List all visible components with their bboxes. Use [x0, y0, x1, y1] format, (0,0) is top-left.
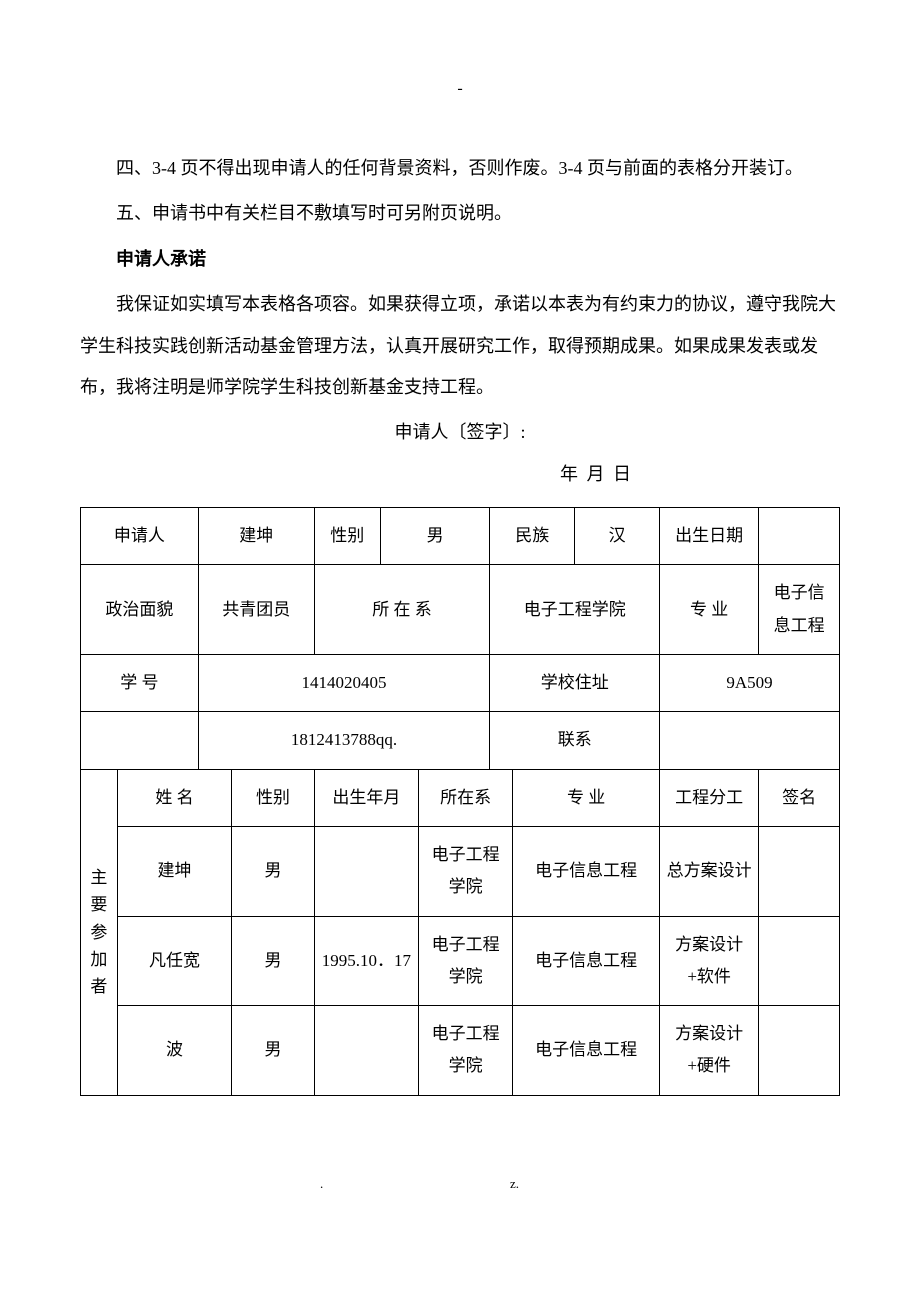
- member-role: 方案设计+硬件: [660, 1006, 759, 1096]
- cell-value: 建坤: [198, 508, 314, 565]
- member-role: 总方案设计: [660, 826, 759, 916]
- footer-z: z.: [510, 1176, 519, 1192]
- members-col-name: 姓 名: [117, 769, 232, 826]
- header-dash: -: [80, 80, 840, 98]
- member-major: 电子信息工程: [513, 1006, 660, 1096]
- member-sign: [759, 826, 840, 916]
- cell-label: 所 在 系: [314, 565, 490, 655]
- cell-value: 共青团员: [198, 565, 314, 655]
- table-row: 学 号 1414020405 学校住址 9A509: [81, 655, 840, 712]
- cell-label: 专 业: [660, 565, 759, 655]
- cell-label: 政治面貌: [81, 565, 199, 655]
- cell-label: [81, 712, 199, 769]
- members-header-row: 主要参加者 姓 名 性别 出生年月 所在系 专 业 工程分工 签名: [81, 769, 840, 826]
- cell-label: 学校住址: [490, 655, 660, 712]
- member-major: 电子信息工程: [513, 916, 660, 1006]
- members-col-dept: 所在系: [419, 769, 513, 826]
- member-gender: 男: [232, 1006, 314, 1096]
- member-sign: [759, 1006, 840, 1096]
- member-major: 电子信息工程: [513, 826, 660, 916]
- members-side-label: 主要参加者: [81, 769, 118, 1095]
- cell-label: 申请人: [81, 508, 199, 565]
- commitment-body: 我保证如实填写本表格各项容。如果获得立项，承诺以本表为有约束力的协议，遵守我院大…: [80, 284, 840, 408]
- cell-label: 联系: [490, 712, 660, 769]
- commitment-heading: 申请人承诺: [80, 239, 840, 280]
- members-col-major: 专 业: [513, 769, 660, 826]
- cell-value: 男: [380, 508, 489, 565]
- cell-label: 性别: [314, 508, 380, 565]
- member-name: 凡任宽: [117, 916, 232, 1006]
- paragraph-5: 五、申请书中有关栏目不敷填写时可另附页说明。: [80, 193, 840, 234]
- members-col-sign: 签名: [759, 769, 840, 826]
- footer-dot: .: [320, 1176, 323, 1192]
- member-sign: [759, 916, 840, 1006]
- signature-label: 申请人〔签字〕:: [80, 412, 840, 453]
- member-row: 凡任宽 男 1995.10．17 电子工程学院 电子信息工程 方案设计+软件: [81, 916, 840, 1006]
- cell-label: 学 号: [81, 655, 199, 712]
- member-birth: [314, 1006, 418, 1096]
- cell-value: 电子信息工程: [759, 565, 840, 655]
- cell-value: 电子工程学院: [490, 565, 660, 655]
- member-name: 波: [117, 1006, 232, 1096]
- table-row: 政治面貌 共青团员 所 在 系 电子工程学院 专 业 电子信息工程: [81, 565, 840, 655]
- document-page: - 四、3-4 页不得出现申请人的任何背景资料，否则作废。3-4 页与前面的表格…: [0, 0, 920, 1216]
- member-row: 建坤 男 电子工程学院 电子信息工程 总方案设计: [81, 826, 840, 916]
- table-row: 申请人 建坤 性别 男 民族 汉 出生日期: [81, 508, 840, 565]
- cell-value: 9A509: [660, 655, 840, 712]
- member-dept: 电子工程学院: [419, 826, 513, 916]
- signature-date: 年 月 日: [80, 454, 840, 495]
- member-gender: 男: [232, 916, 314, 1006]
- member-gender: 男: [232, 826, 314, 916]
- cell-value: 1812413788qq.: [198, 712, 490, 769]
- member-birth: [314, 826, 418, 916]
- cell-value: [759, 508, 840, 565]
- cell-label: 出生日期: [660, 508, 759, 565]
- member-role: 方案设计+软件: [660, 916, 759, 1006]
- member-row: 波 男 电子工程学院 电子信息工程 方案设计+硬件: [81, 1006, 840, 1096]
- member-name: 建坤: [117, 826, 232, 916]
- members-col-role: 工程分工: [660, 769, 759, 826]
- table-row: 1812413788qq. 联系: [81, 712, 840, 769]
- cell-label: 民族: [490, 508, 575, 565]
- members-col-birth: 出生年月: [314, 769, 418, 826]
- member-birth: 1995.10．17: [314, 916, 418, 1006]
- member-dept: 电子工程学院: [419, 916, 513, 1006]
- cell-value: 1414020405: [198, 655, 490, 712]
- cell-value: [660, 712, 840, 769]
- cell-value: 汉: [575, 508, 660, 565]
- member-dept: 电子工程学院: [419, 1006, 513, 1096]
- members-col-gender: 性别: [232, 769, 314, 826]
- paragraph-4: 四、3-4 页不得出现申请人的任何背景资料，否则作废。3-4 页与前面的表格分开…: [80, 148, 840, 189]
- application-table: 申请人 建坤 性别 男 民族 汉 出生日期 政治面貌 共青团员 所 在 系 电子…: [80, 507, 840, 1096]
